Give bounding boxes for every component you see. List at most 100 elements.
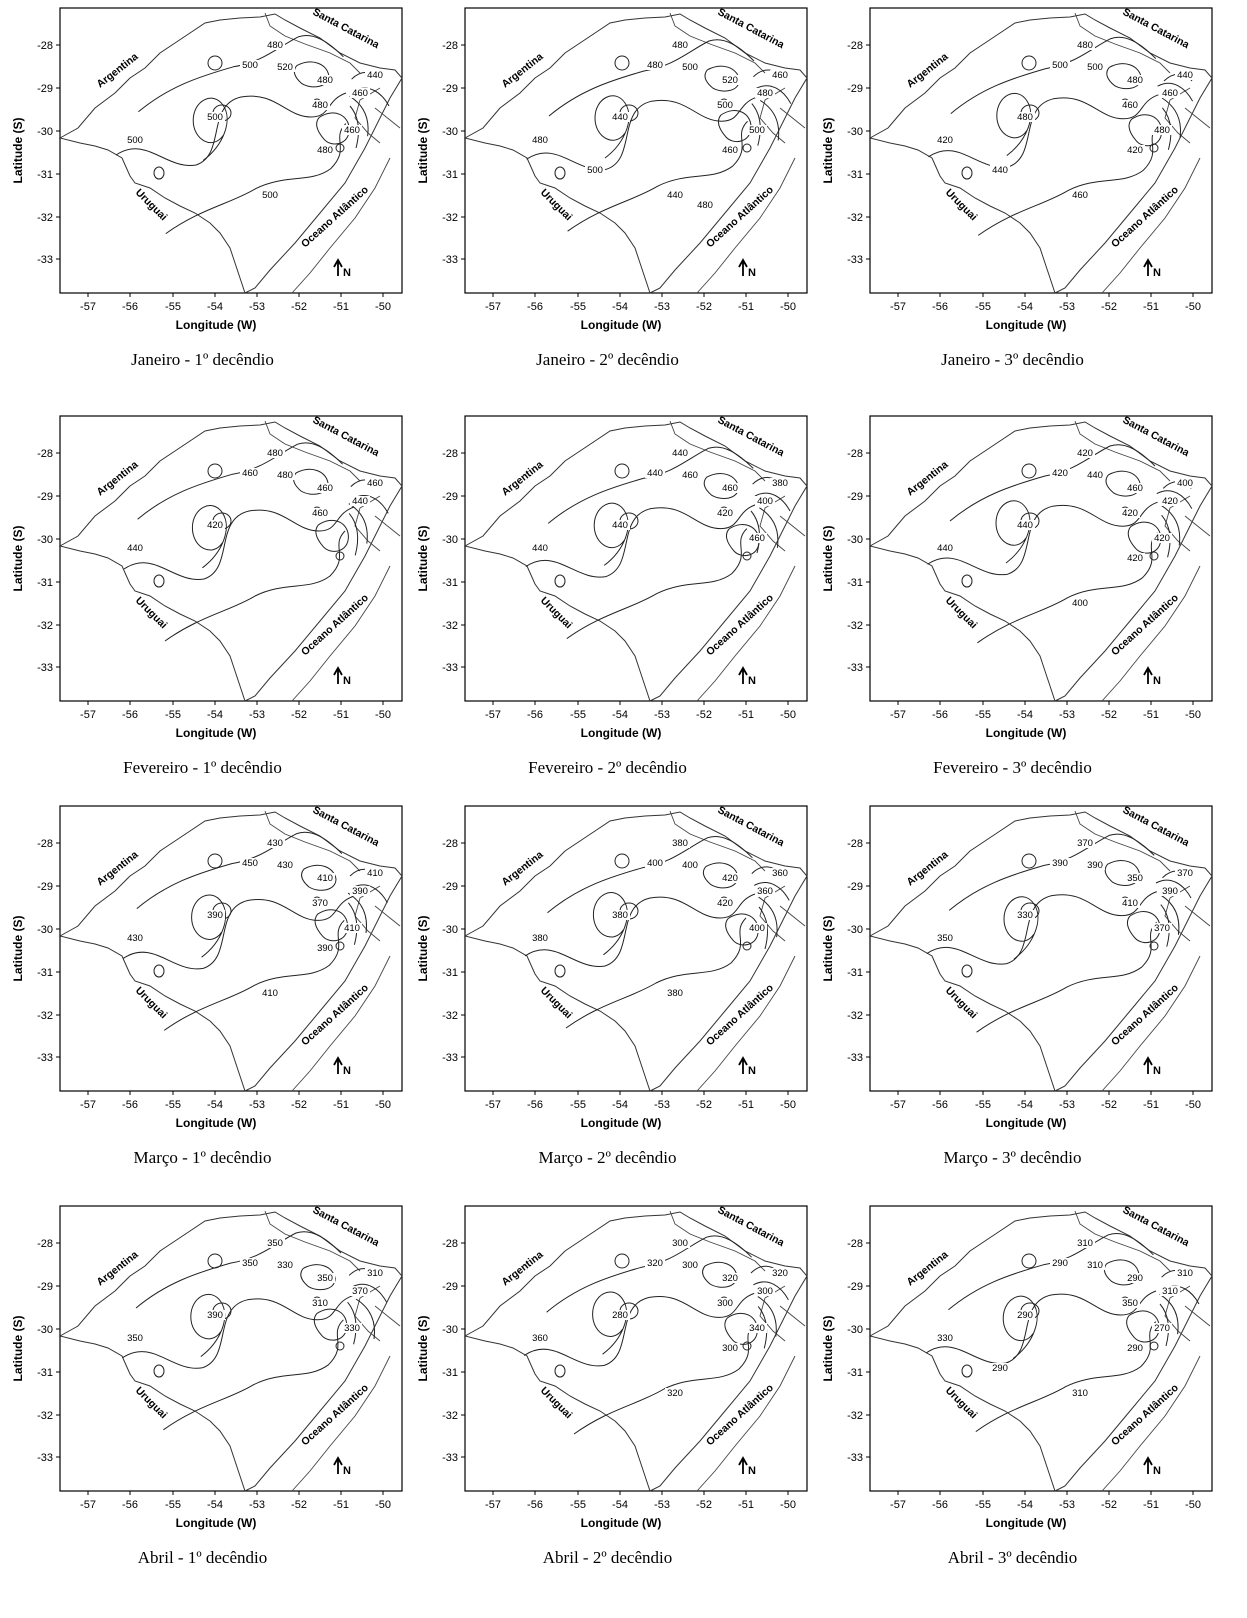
contour-label: 500 bbox=[127, 135, 143, 146]
plot-frame bbox=[869, 805, 1213, 1092]
coast-lagoon-line bbox=[1074, 1210, 1171, 1272]
coast-lagoon-line bbox=[264, 810, 361, 872]
y-tick-label: -32 bbox=[37, 620, 53, 632]
coast-lagoon-line bbox=[264, 420, 361, 482]
contour-label: 420 bbox=[1052, 468, 1068, 479]
contour-label: 460 bbox=[352, 88, 368, 99]
y-axis-title: Latitude (S) bbox=[821, 526, 835, 592]
contour-label: 420 bbox=[722, 873, 738, 884]
y-axis-title: Latitude (S) bbox=[821, 1316, 835, 1382]
contour-label: 330 bbox=[277, 1260, 293, 1271]
y-tick-label: -33 bbox=[847, 1052, 863, 1064]
y-tick-label: -29 bbox=[37, 1281, 53, 1293]
y-tick-label: -31 bbox=[442, 169, 458, 181]
x-axis-title: Longitude (W) bbox=[986, 726, 1067, 740]
y-tick-label: -32 bbox=[847, 1410, 863, 1422]
contour-label-bg bbox=[1175, 1268, 1195, 1278]
state-outline bbox=[868, 1211, 1213, 1492]
contour-label-bg bbox=[275, 470, 295, 480]
closed-isoline bbox=[207, 463, 223, 479]
contour-label-bg bbox=[665, 190, 685, 200]
y-tick-label: -33 bbox=[442, 662, 458, 674]
north-arrow-icon bbox=[333, 1056, 343, 1074]
map-panel: 480 500 520 480 460 440 500 480 500 460 500 480 Arge… bbox=[0, 0, 405, 390]
contour-label-bg bbox=[695, 200, 715, 210]
contour-label-bg bbox=[715, 508, 735, 518]
isoline bbox=[1128, 114, 1163, 147]
x-tick-label: -54 bbox=[612, 301, 628, 313]
coast-lagoon-line bbox=[1101, 565, 1201, 702]
isoline bbox=[949, 444, 1156, 522]
y-tick-label: -32 bbox=[37, 1410, 53, 1422]
y-tick-label: -33 bbox=[847, 1452, 863, 1464]
y-tick-label: -30 bbox=[442, 534, 458, 546]
y-tick-label: -29 bbox=[442, 881, 458, 893]
contour-label-bg bbox=[1120, 508, 1140, 518]
north-arrow-icon bbox=[738, 1456, 748, 1474]
isoline bbox=[163, 920, 345, 1031]
contour-label-bg bbox=[125, 933, 145, 943]
contour-label-bg bbox=[720, 1343, 740, 1353]
isoline bbox=[995, 500, 1031, 564]
contour-label: 440 bbox=[1087, 470, 1103, 481]
y-tick-label: -28 bbox=[37, 1238, 53, 1250]
contour-label: 420 bbox=[1162, 496, 1178, 507]
contour-label: 520 bbox=[722, 75, 738, 86]
contour-label-bg bbox=[1152, 125, 1172, 135]
map-panel: 350 350 330 350 370 310 390 310 350 330 Argentina S… bbox=[0, 1198, 405, 1588]
isoline bbox=[726, 524, 760, 557]
contour-label: 390 bbox=[1087, 860, 1103, 871]
contour-label: 310 bbox=[1072, 1388, 1088, 1399]
y-tick-label: -28 bbox=[37, 838, 53, 850]
map-panel: 300 320 300 320 300 320 280 300 360 340 320 300 Arge… bbox=[405, 1198, 810, 1588]
coast-lagoon-line bbox=[696, 565, 796, 702]
coast-lagoon-line bbox=[374, 515, 401, 537]
y-axis-title: Latitude (S) bbox=[416, 526, 430, 592]
contour-label: 480 bbox=[267, 448, 283, 459]
contour-label-bg bbox=[240, 60, 260, 70]
north-arrow-icon bbox=[333, 258, 343, 276]
x-tick-label: -53 bbox=[654, 709, 670, 721]
contour-label: 270 bbox=[1154, 1323, 1170, 1334]
contour-label: 300 bbox=[682, 1260, 698, 1271]
contour-label: 390 bbox=[207, 1310, 223, 1321]
contour-label: 400 bbox=[757, 496, 773, 507]
x-tick-label: -50 bbox=[1185, 1099, 1201, 1111]
x-tick-label: -54 bbox=[612, 709, 628, 721]
coast-lagoon-line bbox=[264, 1210, 361, 1272]
contour-label: 290 bbox=[1052, 1258, 1068, 1269]
coast-lagoon-line bbox=[1101, 157, 1201, 294]
contour-label-bg bbox=[755, 88, 775, 98]
isoline bbox=[996, 92, 1032, 156]
contour-label: 350 bbox=[1127, 873, 1143, 884]
contour-label: 410 bbox=[1122, 898, 1138, 909]
closed-isoline bbox=[207, 853, 223, 869]
contour-label: 440 bbox=[1017, 520, 1033, 531]
isoline bbox=[301, 864, 337, 891]
caption-suffix: º decêndio bbox=[202, 350, 274, 369]
coast-lagoon-line bbox=[696, 1355, 796, 1492]
north-arrow-icon bbox=[1143, 666, 1153, 684]
contour-label-bg bbox=[645, 858, 665, 868]
north-arrow-icon bbox=[738, 258, 748, 276]
isoline bbox=[977, 532, 1158, 644]
x-tick-label: -54 bbox=[207, 709, 223, 721]
contour-label: 500 bbox=[262, 190, 278, 201]
contour-label-bg bbox=[665, 988, 685, 998]
isoline bbox=[526, 96, 757, 171]
caption-month: Março - 3 bbox=[943, 1148, 1011, 1167]
contour-label-bg bbox=[1015, 910, 1035, 920]
closed-isoline bbox=[961, 166, 973, 180]
closed-isoline bbox=[614, 463, 630, 479]
isoline bbox=[547, 836, 753, 914]
map-panel: 480 460 480 460 440 460 420 460 440 Argentina Sant… bbox=[0, 408, 405, 798]
map-panel: 480 480 500 520 480 460 440 500 480 500 440 460 500 4… bbox=[405, 0, 810, 390]
contour-label-bg bbox=[610, 910, 630, 920]
contour-label-bg bbox=[680, 62, 700, 72]
caption-suffix: º decêndio bbox=[196, 1548, 268, 1567]
x-axis-title: Longitude (W) bbox=[176, 1516, 257, 1530]
closed-isoline bbox=[614, 1253, 630, 1269]
x-tick-label: -53 bbox=[654, 1499, 670, 1511]
contour-label: 500 bbox=[587, 165, 603, 176]
